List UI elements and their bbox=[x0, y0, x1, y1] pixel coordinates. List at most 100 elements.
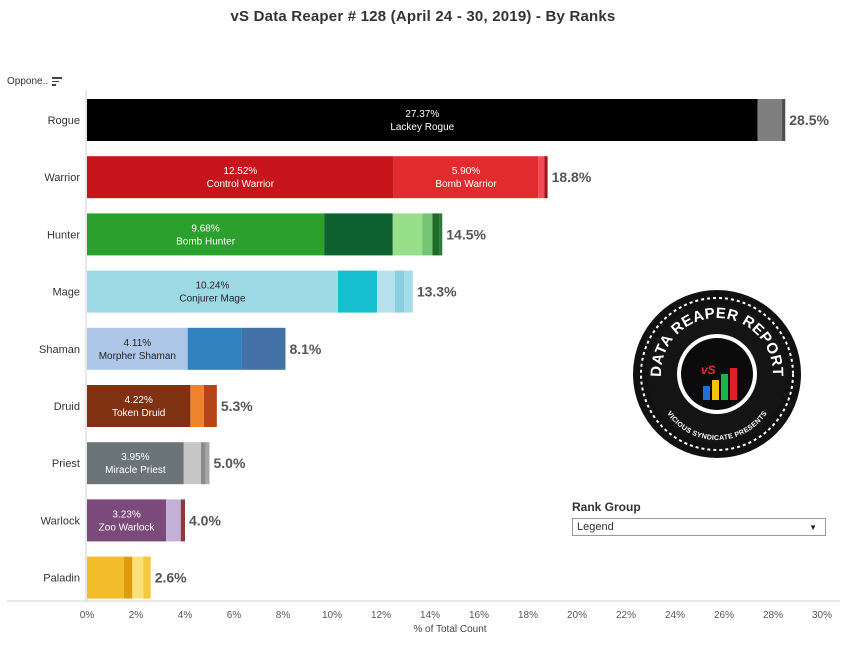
category-label: Warlock bbox=[41, 515, 81, 527]
bar-total-label: 14.5% bbox=[446, 226, 486, 242]
bar-segment bbox=[203, 385, 217, 427]
bar-segment bbox=[123, 556, 133, 599]
category-label: Warrior bbox=[44, 172, 80, 184]
bar-segment bbox=[87, 270, 338, 313]
opponent-label: Oppone.. bbox=[7, 76, 49, 87]
segment-value-label: 12.52% bbox=[223, 166, 257, 177]
category-label: Mage bbox=[52, 287, 80, 299]
x-axis-title: % of Total Count bbox=[413, 624, 487, 635]
bar-segment bbox=[87, 442, 184, 485]
x-tick-label: 2% bbox=[129, 610, 144, 621]
bar-segment bbox=[432, 213, 440, 256]
rank-group-label: Rank Group bbox=[572, 500, 641, 514]
segment-name-label: Conjurer Mage bbox=[179, 294, 246, 305]
segment-name-label: Token Druid bbox=[112, 408, 165, 419]
bar-segment bbox=[166, 499, 181, 542]
segment-value-label: 3.95% bbox=[121, 452, 149, 463]
bar-segment bbox=[87, 156, 394, 199]
bar-total-label: 8.1% bbox=[289, 341, 321, 357]
segment-name-label: Bomb Hunter bbox=[176, 236, 236, 247]
x-tick-label: 12% bbox=[371, 610, 391, 621]
rank-group-dropdown[interactable]: Legend ▼ bbox=[572, 518, 826, 536]
x-tick-label: 24% bbox=[665, 610, 685, 621]
segment-name-label: Lackey Rogue bbox=[390, 122, 454, 133]
bar-segment bbox=[143, 556, 151, 599]
rank-group-filter: Rank Group Legend ▼ bbox=[572, 500, 828, 536]
segment-value-label: 10.24% bbox=[195, 281, 229, 292]
segment-value-label: 3.23% bbox=[112, 509, 140, 520]
bar-total-label: 5.0% bbox=[214, 455, 246, 471]
bar-segment bbox=[87, 327, 188, 370]
category-label: Druid bbox=[54, 401, 80, 413]
sort-icon[interactable] bbox=[52, 77, 63, 86]
opponent-header[interactable]: Oppone.. bbox=[7, 76, 63, 87]
category-label: Paladin bbox=[43, 573, 80, 585]
bar-segment bbox=[544, 156, 548, 199]
bar-total-label: 13.3% bbox=[417, 284, 457, 300]
bar-segment bbox=[180, 499, 185, 542]
segment-value-label: 4.11% bbox=[124, 338, 152, 349]
bar-segment bbox=[241, 327, 286, 370]
bar-segment bbox=[200, 442, 206, 485]
bar-segment bbox=[337, 270, 378, 313]
bar-segment bbox=[324, 213, 393, 256]
x-tick-label: 16% bbox=[469, 610, 489, 621]
segment-value-label: 9.68% bbox=[191, 223, 219, 234]
segment-name-label: Morpher Shaman bbox=[99, 351, 176, 362]
bar-segment bbox=[394, 270, 405, 313]
category-label: Shaman bbox=[39, 344, 80, 356]
bar-segment bbox=[422, 213, 433, 256]
category-label: Rogue bbox=[48, 115, 80, 127]
rank-group-selected: Legend bbox=[577, 521, 614, 533]
x-tick-label: 18% bbox=[518, 610, 538, 621]
bar-segment bbox=[392, 213, 423, 256]
bar-segment bbox=[87, 99, 758, 141]
x-tick-label: 0% bbox=[80, 610, 95, 621]
bar-segment bbox=[87, 385, 191, 427]
bar-segment bbox=[782, 99, 786, 141]
bar-total-label: 28.5% bbox=[789, 112, 829, 128]
x-tick-label: 26% bbox=[714, 610, 734, 621]
bar-segment bbox=[205, 442, 210, 485]
bar-segment bbox=[439, 213, 443, 256]
chart-title: vS Data Reaper # 128 (April 24 - 30, 201… bbox=[230, 8, 616, 25]
bar-segment bbox=[87, 556, 124, 599]
bar-segment bbox=[538, 156, 545, 199]
category-label: Priest bbox=[52, 458, 80, 470]
segment-value-label: 4.22% bbox=[125, 395, 153, 406]
logo-mark: vS bbox=[701, 363, 716, 377]
segment-value-label: 27.37% bbox=[405, 109, 439, 120]
bar-segment bbox=[404, 270, 413, 313]
x-tick-label: 28% bbox=[763, 610, 783, 621]
bar-segment bbox=[757, 99, 783, 141]
bar-segment bbox=[183, 442, 201, 485]
bar-segment bbox=[190, 385, 204, 427]
x-tick-label: 4% bbox=[178, 610, 193, 621]
x-tick-label: 22% bbox=[616, 610, 636, 621]
bar-total-label: 2.6% bbox=[155, 570, 187, 586]
bar-segment bbox=[87, 213, 325, 256]
data-reaper-logo: DATA REAPER REPORT VICIOUS SYNDICATE PRE… bbox=[633, 290, 801, 458]
segment-name-label: Miracle Priest bbox=[105, 465, 166, 476]
bar-total-label: 4.0% bbox=[189, 512, 221, 528]
x-tick-label: 30% bbox=[812, 610, 832, 621]
bar-segment bbox=[377, 270, 395, 313]
segment-name-label: Bomb Warrior bbox=[435, 179, 497, 190]
bar-total-label: 5.3% bbox=[221, 398, 253, 414]
bar-segment bbox=[393, 156, 539, 199]
category-label: Hunter bbox=[47, 229, 80, 241]
segment-name-label: Control Warrior bbox=[207, 179, 275, 190]
segment-value-label: 5.90% bbox=[452, 166, 480, 177]
bar-total-label: 18.8% bbox=[552, 169, 592, 185]
bar-segment bbox=[87, 499, 167, 542]
x-tick-label: 14% bbox=[420, 610, 440, 621]
x-tick-label: 8% bbox=[276, 610, 291, 621]
segment-name-label: Zoo Warlock bbox=[99, 522, 156, 533]
chevron-down-icon[interactable]: ▼ bbox=[809, 522, 817, 532]
x-tick-label: 20% bbox=[567, 610, 587, 621]
x-tick-label: 10% bbox=[322, 610, 342, 621]
bar-segment bbox=[132, 556, 144, 599]
bar-segment bbox=[187, 327, 242, 370]
x-tick-label: 6% bbox=[227, 610, 242, 621]
